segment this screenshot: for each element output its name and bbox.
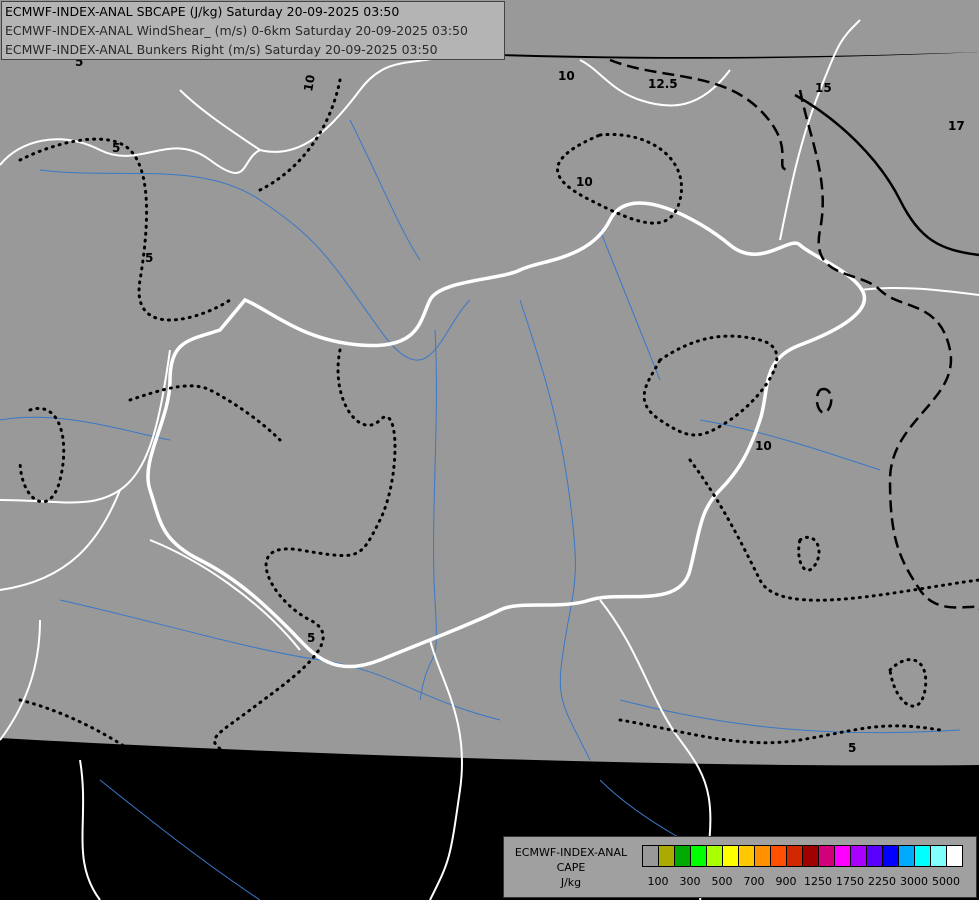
legend-tick-label: 1250 — [804, 875, 832, 888]
contours-dotted-cape — [18, 78, 979, 762]
legend-color-cell — [675, 846, 691, 866]
legend-color-cell — [659, 846, 675, 866]
legend-model: ECMWF-INDEX-ANAL — [514, 846, 628, 859]
svg-text:12.5: 12.5 — [648, 77, 678, 91]
svg-text:5: 5 — [75, 55, 83, 69]
legend-tick-label: 1750 — [836, 875, 864, 888]
legend-title: ECMWF-INDEX-ANAL CAPE J/kg — [504, 845, 638, 890]
contour-solid — [794, 93, 979, 257]
legend-colorbar — [642, 845, 963, 867]
legend-color-cell — [915, 846, 931, 866]
svg-text:5: 5 — [145, 251, 153, 265]
legend-tick-label: 300 — [679, 875, 701, 888]
legend-tick-label: 900 — [775, 875, 797, 888]
legend-tick-label: 500 — [711, 875, 733, 888]
contours-dashed-shear — [609, 58, 979, 611]
legend-color-cell — [739, 846, 755, 866]
legend-color-cell — [867, 846, 883, 866]
legend-color-cell — [771, 846, 787, 866]
legend-color-cell — [819, 846, 835, 866]
title-windshear: ECMWF-INDEX-ANAL WindShear_ (m/s) 0-6km … — [5, 23, 468, 38]
country-borders — [0, 19, 979, 900]
legend-color-cell — [851, 846, 867, 866]
legend-color-cell — [931, 846, 947, 866]
legend-variable: CAPE — [556, 861, 586, 874]
map-title-box: ECMWF-INDEX-ANAL SBCAPE (J/kg) Saturday … — [1, 1, 505, 60]
title-bunkers: ECMWF-INDEX-ANAL Bunkers Right (m/s) Sat… — [5, 42, 438, 57]
svg-text:10: 10 — [301, 74, 318, 93]
legend-color-cell — [755, 846, 771, 866]
svg-text:17: 17 — [948, 119, 965, 133]
legend-tick-label: 3000 — [900, 875, 928, 888]
hungary-border — [146, 201, 866, 669]
legend-tick-label: 2250 — [868, 875, 896, 888]
svg-text:15: 15 — [815, 81, 832, 95]
legend-color-cell — [835, 846, 851, 866]
legend-tick-label: 100 — [647, 875, 669, 888]
legend-unit: J/kg — [560, 876, 582, 889]
legend-color-cell — [883, 846, 899, 866]
svg-text:10: 10 — [755, 439, 772, 453]
legend-color-cell — [643, 846, 659, 866]
legend-color-cell — [947, 846, 962, 866]
svg-text:5: 5 — [40, 739, 48, 753]
svg-text:10: 10 — [558, 69, 575, 83]
title-sbcape: ECMWF-INDEX-ANAL SBCAPE (J/kg) Saturday … — [5, 4, 400, 19]
legend-color-cell — [707, 846, 723, 866]
svg-text:10: 10 — [576, 175, 593, 189]
legend-tick-label: 5000 — [932, 875, 960, 888]
color-legend: ECMWF-INDEX-ANAL CAPE J/kg 100 300 500 700 9… — [503, 836, 977, 898]
svg-text:5: 5 — [112, 141, 120, 155]
legend-color-cell — [803, 846, 819, 866]
contour-labels: 10 10 10 12.5 15 17 5 5 5 10 5 5 5 — [40, 55, 965, 755]
data-area — [0, 0, 979, 766]
svg-text:5: 5 — [307, 631, 315, 645]
svg-text:5: 5 — [848, 741, 856, 755]
legend-color-cell — [787, 846, 803, 866]
legend-tick-label: 700 — [743, 875, 765, 888]
legend-color-cell — [691, 846, 707, 866]
legend-ticks: 100 300 500 700 900 1250 1750 2250 3000 5000 — [642, 875, 972, 891]
legend-color-cell — [723, 846, 739, 866]
legend-color-cell — [899, 846, 915, 866]
